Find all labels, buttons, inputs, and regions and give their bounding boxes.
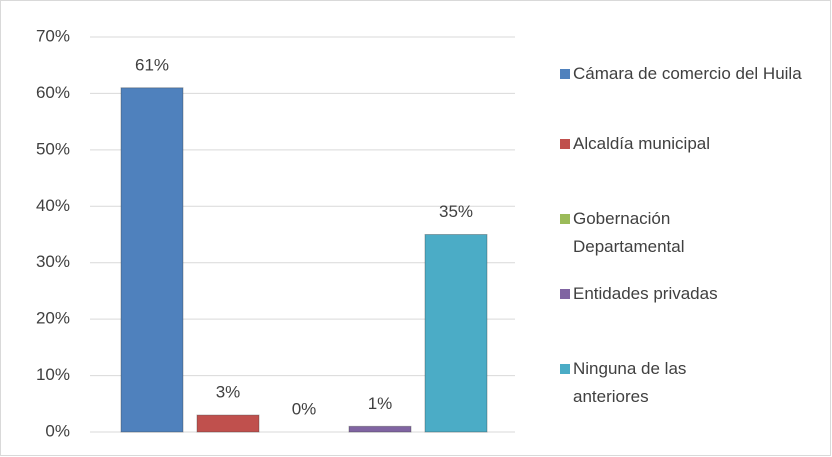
legend-item: Cámara de comercio del Huila [560, 60, 818, 88]
legend-label: Gobernación Departamental [573, 209, 685, 256]
legend-label: Alcaldía municipal [573, 134, 711, 153]
y-tick-label: 60% [36, 83, 70, 102]
bar [120, 87, 184, 433]
legend-item: Gobernación Departamental [560, 205, 723, 261]
legend-item: Entidades privadas [560, 280, 818, 308]
bar [424, 234, 488, 433]
data-label: 0% [292, 399, 317, 418]
bar [348, 425, 412, 433]
y-tick-label: 70% [36, 26, 70, 45]
y-tick-label: 30% [36, 252, 70, 271]
data-label: 3% [216, 383, 241, 402]
legend-item: Alcaldía municipal [560, 130, 818, 158]
legend-swatch [560, 139, 570, 149]
legend-swatch [560, 364, 570, 374]
y-tick-label: 20% [36, 309, 70, 328]
data-label: 1% [368, 394, 393, 413]
y-tick-label: 0% [45, 421, 70, 440]
legend-label: Ninguna de las anteriores [573, 359, 687, 406]
data-label: 61% [135, 55, 169, 74]
legend-label: Entidades privadas [573, 284, 718, 303]
legend-label: Cámara de comercio del Huila [573, 64, 802, 83]
legend-swatch [560, 69, 570, 79]
bar [196, 414, 260, 433]
legend-item: Ninguna de las anteriores [560, 355, 733, 411]
legend-swatch [560, 289, 570, 299]
y-tick-label: 10% [36, 365, 70, 384]
legend-swatch [560, 214, 570, 224]
y-tick-label: 50% [36, 139, 70, 158]
data-label: 35% [439, 202, 473, 221]
y-tick-label: 40% [36, 196, 70, 215]
